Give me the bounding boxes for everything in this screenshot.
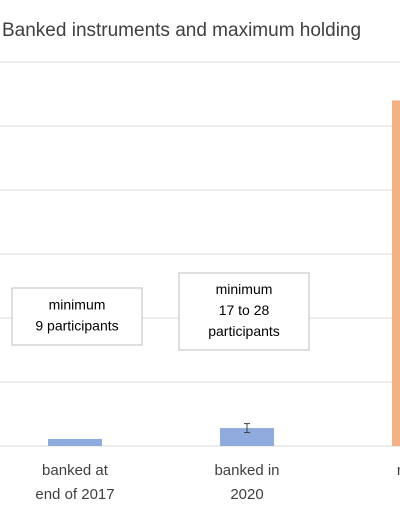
annotation-text: 9 participants [35,318,118,334]
annotation-text: minimum [216,281,273,297]
bar [392,100,400,447]
annotation-text: 17 to 28 [219,302,270,318]
annotation-text: minimum [49,297,106,313]
x-tick-label: end of 2017 [35,486,114,503]
x-tick-label: 2020 [230,486,263,503]
bar [48,438,102,446]
x-tick-label: banked at [42,462,109,479]
annotation-box [178,272,310,351]
bar [220,428,274,446]
chart-title: Banked instruments and maximum holding [2,20,361,41]
annotation-text: participants [208,323,280,339]
annotation-box [11,287,143,346]
x-tick-label: banked in [214,462,279,479]
x-tick-label: maxim [397,462,400,479]
